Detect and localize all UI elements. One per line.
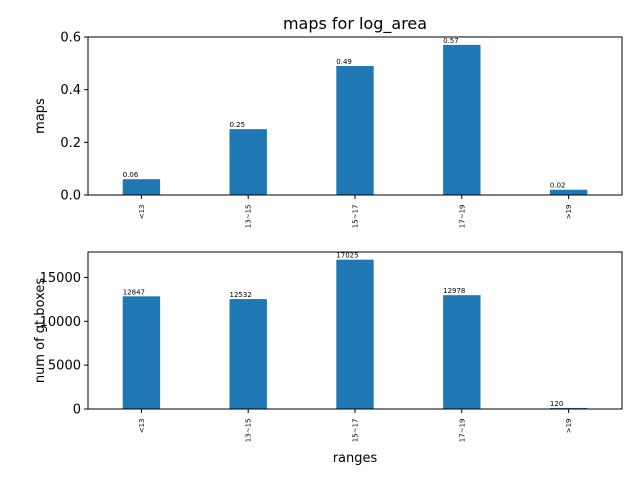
- xtick-label: 15~17: [352, 205, 360, 229]
- xtick-label: >19: [565, 205, 573, 220]
- data-label: 0.02: [550, 182, 566, 190]
- ytick-label: 0.6: [60, 31, 81, 46]
- bar-15-17: [336, 259, 374, 409]
- xtick-label: <13: [138, 205, 146, 220]
- ytick-label: 5000: [48, 359, 81, 374]
- xtick-label: 13~15: [245, 205, 253, 229]
- ytick-label: 0.2: [60, 136, 81, 151]
- bar--13: [122, 179, 161, 195]
- bar-15-17: [336, 65, 374, 195]
- bar--19: [549, 407, 588, 409]
- ytick-label: 0: [73, 403, 81, 418]
- xtick-label: 13~15: [245, 419, 253, 443]
- data-label: 17025: [336, 252, 358, 260]
- ytick-label: 0.0: [60, 189, 81, 204]
- chart-title: maps for log_area: [283, 14, 427, 34]
- xtick-label: >19: [565, 419, 573, 434]
- data-label: 0.06: [123, 171, 139, 179]
- data-label: 12978: [443, 287, 465, 295]
- bar-13-15: [229, 129, 267, 195]
- bar-13-15: [229, 299, 267, 409]
- bar--19: [549, 189, 588, 195]
- data-label: 12847: [123, 288, 145, 296]
- y-axis-label: num of gt boxes: [33, 278, 48, 384]
- ytick-label: 15000: [40, 271, 81, 286]
- xtick-label: <13: [138, 419, 146, 434]
- xtick-label: 17~19: [458, 205, 466, 229]
- bar--13: [122, 296, 161, 409]
- data-label: 0.49: [336, 58, 352, 66]
- ytick-label: 0.4: [60, 83, 81, 98]
- subplot-1: 0.06 0.25 0.49 0.57 0.02 0.0 0.2 0.4 0.6 <13 13~15…: [33, 14, 623, 229]
- subplot-2: 12847 12532 17025 12978 120 0 5000 10000 15000 <1…: [33, 251, 623, 466]
- bar-17-19: [443, 295, 481, 409]
- data-label: 0.25: [230, 121, 246, 129]
- y-axis-label: maps: [33, 98, 48, 134]
- bar-17-19: [443, 44, 481, 196]
- ytick-label: 10000: [40, 315, 81, 330]
- x-axis-label: ranges: [333, 451, 378, 466]
- data-label: 120: [550, 400, 563, 408]
- data-label: 0.57: [443, 37, 459, 45]
- data-label: 12532: [230, 291, 252, 299]
- xtick-label: 17~19: [458, 419, 466, 443]
- xtick-label: 15~17: [352, 419, 360, 443]
